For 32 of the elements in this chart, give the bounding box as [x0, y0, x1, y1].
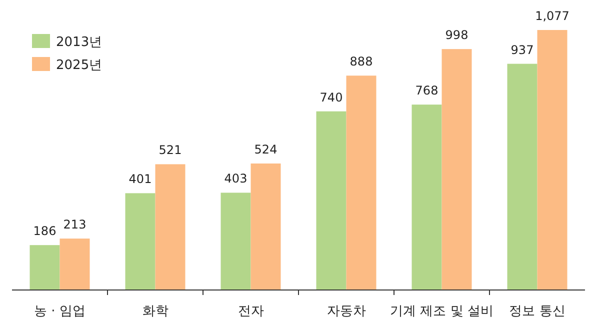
data-label: 1,077 [535, 9, 570, 23]
x-tick-label: 정보 통신 [509, 304, 566, 319]
bar [125, 193, 156, 290]
data-label: 740 [320, 90, 343, 104]
data-label: 521 [158, 143, 182, 158]
data-label: 403 [224, 172, 248, 186]
data-label: 524 [254, 142, 278, 156]
x-tick-label: 화학 [142, 304, 168, 319]
x-tick-label: 기계 제조 및 설비 [390, 304, 494, 319]
legend-label: 2013년 [56, 35, 102, 50]
data-label: 401 [128, 172, 152, 186]
x-tick-label: 자동차 [326, 304, 366, 319]
data-label: 998 [445, 28, 468, 42]
bar [537, 30, 568, 290]
bar [250, 164, 281, 290]
bar [346, 76, 376, 290]
bar [507, 64, 538, 290]
bar [155, 164, 186, 290]
bar [30, 245, 60, 290]
bar [316, 111, 346, 290]
data-label: 768 [415, 84, 438, 98]
bar [60, 238, 90, 290]
x-tick-label: 농 · 임업 [34, 304, 86, 319]
x-tick-label: 전자 [238, 304, 264, 319]
legend-label: 2025년 [56, 58, 102, 73]
data-label: 186 [33, 224, 56, 238]
bar [442, 49, 472, 290]
data-label: 937 [510, 42, 534, 57]
data-label: 888 [350, 54, 373, 69]
bar [220, 192, 251, 290]
bar [412, 104, 442, 290]
data-label: 213 [63, 218, 86, 232]
